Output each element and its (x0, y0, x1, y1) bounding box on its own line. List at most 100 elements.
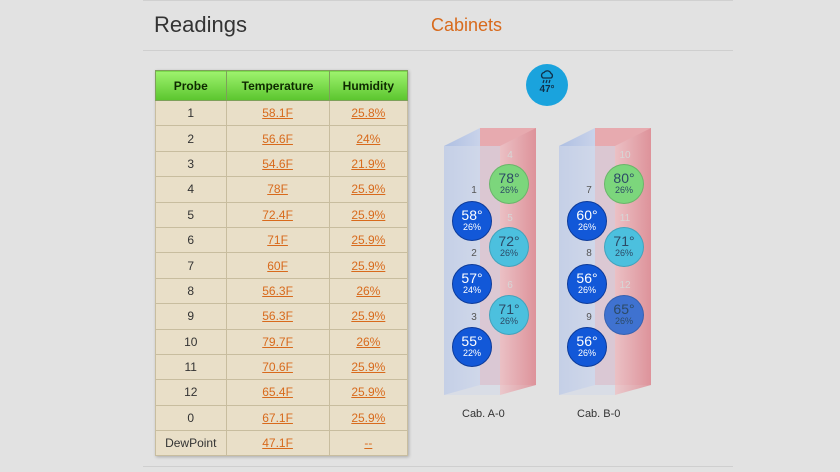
probe-9-circle[interactable]: 56° 26% (567, 327, 607, 367)
probe-number-label: 9 (586, 312, 592, 323)
temperature-cell: 79.7F (225, 328, 330, 355)
temperature-link[interactable]: 71F (267, 233, 288, 248)
weather-badge[interactable]: 47° (526, 64, 568, 106)
table-row: 4 78F 25.9% (155, 176, 409, 203)
probe-cell: 12 (155, 379, 227, 406)
humidity-cell: 21.9% (328, 150, 409, 178)
temperature-cell: 56.3F (225, 277, 330, 305)
humidity-link[interactable]: 25.8% (351, 106, 386, 121)
temperature-cell: 56.3F (225, 303, 330, 330)
probe-1-circle[interactable]: 58° 26% (452, 201, 492, 241)
temperature-link[interactable]: 56.3F (262, 309, 293, 324)
temperature-link[interactable]: 65.4F (262, 385, 293, 400)
probe-humidity: 26% (499, 185, 518, 195)
humidity-cell: 25.9% (328, 303, 409, 330)
table-row: 6 71F 25.9% (155, 226, 409, 254)
temperature-cell: 72.4F (225, 201, 330, 228)
temperature-link[interactable]: 58.1F (262, 106, 293, 121)
humidity-cell: 25.9% (328, 379, 409, 406)
temperature-link[interactable]: 72.4F (262, 207, 293, 222)
page-title: Readings (154, 12, 247, 37)
humidity-link[interactable]: 25.9% (351, 410, 386, 425)
probe-7-circle[interactable]: 60° 26% (567, 201, 607, 241)
probe-number-label: 3 (471, 312, 477, 323)
probe-humidity: 26% (614, 316, 633, 326)
cloud-rain-icon (540, 70, 553, 84)
humidity-link[interactable]: 21.9% (351, 156, 386, 171)
table-row: 1 58.1F 25.8% (155, 99, 409, 127)
probe-11-circle[interactable]: 71° 26% (604, 227, 644, 267)
temperature-cell: 71F (225, 226, 330, 254)
probe-temp: 58° (461, 207, 483, 223)
probe-6-circle[interactable]: 71° 26% (489, 295, 529, 335)
probe-cell: 2 (155, 125, 227, 152)
cabinets-link[interactable]: Cabinets (431, 15, 503, 35)
humidity-link[interactable]: -- (364, 436, 373, 451)
probe-number-label: 8 (586, 248, 592, 259)
probe-number-label: 7 (586, 185, 592, 196)
probe-humidity: 26% (577, 222, 596, 232)
humidity-link[interactable]: 25.9% (351, 258, 386, 273)
temperature-link[interactable]: 70.6F (262, 360, 293, 375)
probe-12-circle[interactable]: 65° 26% (604, 295, 644, 335)
temperature-cell: 47.1F (225, 430, 330, 457)
probe-number-label: 1 (471, 185, 477, 196)
temperature-link[interactable]: 56.6F (262, 131, 293, 146)
readings-table: Probe Temperature Humidity 1 58.1F 25.8% 2 5… (155, 70, 409, 457)
humidity-link[interactable]: 25.9% (351, 385, 386, 400)
probe-temp: 57° (461, 270, 483, 286)
probe-cell: 10 (155, 328, 227, 355)
humidity-link[interactable]: 25.9% (351, 233, 386, 248)
probe-5-circle[interactable]: 72° 26% (489, 227, 529, 267)
humidity-link[interactable]: 25.9% (351, 207, 386, 222)
temperature-cell: 70.6F (225, 353, 330, 381)
temperature-cell: 58.1F (225, 99, 330, 127)
table-header-row: Probe Temperature Humidity (155, 70, 409, 101)
humidity-link[interactable]: 24% (356, 131, 381, 146)
table-row: 8 56.3F 26% (155, 277, 409, 305)
temperature-link[interactable]: 47.1F (262, 436, 293, 451)
probe-humidity: 22% (462, 348, 481, 358)
humidity-cell: 25.9% (328, 404, 409, 432)
header-humidity: Humidity (328, 70, 409, 101)
header-temperature: Temperature (225, 70, 330, 101)
humidity-cell: 25.9% (328, 252, 409, 279)
table-row: 0 67.1F 25.9% (155, 404, 409, 432)
temperature-link[interactable]: 56.3F (262, 283, 293, 298)
table-row: 2 56.6F 24% (155, 125, 409, 152)
humidity-link[interactable]: 25.9% (351, 182, 386, 197)
probe-temp: 71° (613, 233, 635, 249)
probe-humidity: 26% (577, 285, 596, 295)
temperature-link[interactable]: 79.7F (262, 334, 293, 349)
weather-temp: 47° (539, 84, 555, 95)
probe-2-circle[interactable]: 57° 24% (452, 264, 492, 304)
probe-cell: 1 (155, 99, 227, 127)
bottom-divider (143, 466, 733, 467)
temperature-link[interactable]: 67.1F (262, 410, 293, 425)
humidity-link[interactable]: 26% (356, 283, 381, 298)
probe-humidity: 26% (614, 248, 633, 258)
probe-8-circle[interactable]: 56° 26% (567, 264, 607, 304)
temperature-cell: 65.4F (225, 379, 330, 406)
humidity-cell: 25.9% (328, 201, 409, 228)
temperature-link[interactable]: 78F (267, 182, 288, 197)
probe-cell: 7 (155, 252, 227, 279)
probe-cell: 4 (155, 176, 227, 203)
header-probe: Probe (155, 70, 227, 101)
humidity-link[interactable]: 25.9% (351, 360, 386, 375)
temperature-link[interactable]: 60F (267, 258, 288, 273)
probe-humidity: 26% (499, 248, 518, 258)
temperature-link[interactable]: 54.6F (262, 156, 293, 171)
probe-3-circle[interactable]: 55° 22% (452, 327, 492, 367)
probe-10-circle[interactable]: 80° 26% (604, 164, 644, 204)
humidity-link[interactable]: 26% (356, 334, 381, 349)
humidity-link[interactable]: 25.9% (351, 309, 386, 324)
probe-4-circle[interactable]: 78° 26% (489, 164, 529, 204)
header-divider (143, 50, 733, 51)
probe-cell: DewPoint (155, 430, 227, 457)
table-row: DewPoint 47.1F -- (155, 430, 409, 457)
probe-cell: 9 (155, 303, 227, 330)
probe-number-label: 2 (471, 248, 477, 259)
probe-temp: 56° (576, 270, 598, 286)
